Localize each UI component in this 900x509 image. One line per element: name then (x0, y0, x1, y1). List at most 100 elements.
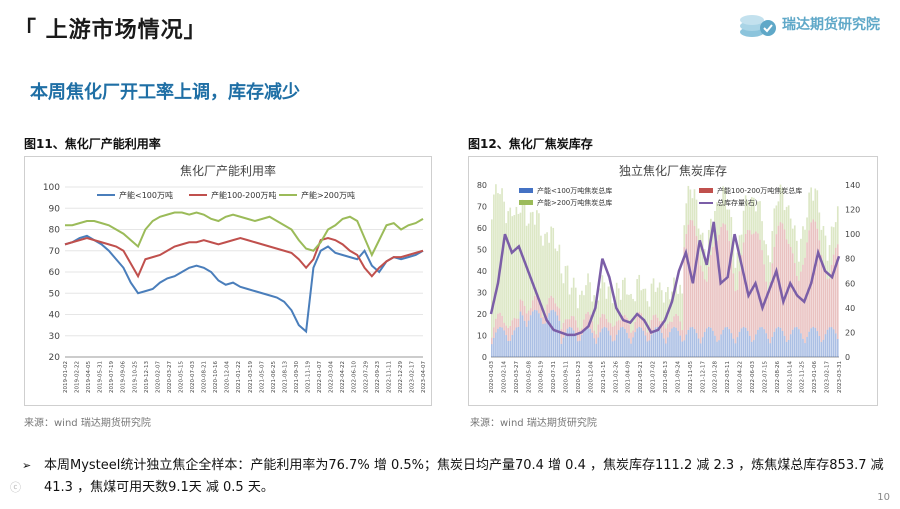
bar-small (763, 329, 765, 357)
bar-small (628, 338, 630, 357)
bar-mid (509, 326, 512, 341)
bar-mid (558, 308, 561, 321)
bar-large (769, 262, 772, 282)
bar-mid (501, 315, 503, 328)
x-tick-label: 2020-12-04 (588, 361, 594, 393)
bar-small (533, 309, 536, 357)
bar-mid (710, 255, 712, 328)
x-tick-label: 2021-09-30 (294, 361, 300, 393)
bar-small (523, 320, 526, 357)
bar-small (771, 337, 774, 357)
summary: ➢ 本周Mysteel统计独立焦企全样本：产能利用率为76.7% 增 0.5%；… (22, 455, 892, 499)
bar-large (648, 306, 651, 328)
bar-large (638, 274, 641, 312)
x-tick-label: 2019-12-13 (144, 361, 150, 393)
bar-small (781, 330, 784, 357)
bar-mid (714, 242, 716, 336)
bar-small (685, 334, 688, 357)
bar-mid (705, 281, 708, 329)
bar-mid (757, 233, 759, 330)
bar-large (550, 226, 553, 296)
bar-small (493, 337, 495, 357)
bar-small (808, 331, 810, 357)
bar-small (660, 332, 663, 357)
bar-large (632, 298, 634, 331)
bar-mid (824, 270, 827, 335)
bar-small (830, 327, 833, 357)
bar-large (626, 294, 628, 318)
bar-mid (800, 271, 802, 334)
bar-mid (607, 322, 610, 331)
bar-small (810, 328, 812, 357)
bar-small (734, 343, 737, 357)
bar-large (734, 267, 737, 292)
x-tick-label: 2020-02-07 (155, 361, 161, 393)
bar-small (558, 320, 561, 357)
bar-mid (585, 313, 587, 328)
bar-mid (650, 319, 653, 335)
bar-small (767, 338, 769, 357)
bar-mid (605, 318, 608, 328)
x-tick-label: 2019-05-31 (98, 361, 104, 393)
bar-small (536, 310, 538, 357)
x-tick-label: 2019-04-05 (86, 361, 92, 393)
bar-large (808, 192, 810, 231)
bar-small (683, 340, 686, 357)
bar-small (638, 326, 641, 357)
bar-large (812, 200, 815, 220)
bar-small (675, 327, 677, 357)
bar-small (773, 331, 776, 357)
bar-mid (673, 316, 675, 327)
bar-large (624, 277, 626, 315)
bar-small (703, 331, 706, 357)
bar-mid (769, 281, 772, 344)
x-tick-label: 2021-05-21 (638, 361, 644, 393)
bar-mid (499, 312, 501, 327)
bar-mid (507, 328, 510, 341)
bar-large (656, 287, 659, 318)
bar-large (531, 211, 534, 301)
bar-mid (654, 314, 657, 328)
bar-small (736, 337, 739, 357)
bar-large (693, 189, 696, 226)
bar-mid (568, 319, 571, 327)
bar-small (501, 327, 503, 357)
bar-large (548, 242, 550, 299)
x-tick-label: 2019-02-22 (75, 361, 81, 393)
bar-small (804, 343, 806, 357)
bar-large (507, 211, 510, 329)
bar-mid (685, 233, 688, 335)
bar-mid (603, 314, 606, 327)
y-right-tick-label: 80 (845, 255, 855, 264)
bar-mid (740, 255, 743, 329)
x-tick-label: 2022-06-03 (750, 361, 756, 393)
bar-small (550, 310, 553, 357)
x-tick-label: 2023-01-06 (812, 361, 818, 393)
bar-mid (560, 329, 563, 344)
y-tick-label: 90 (49, 204, 61, 214)
x-tick-label: 2022-06-10 (352, 361, 358, 393)
total-inventory-line (489, 221, 841, 337)
bar-small (568, 326, 571, 357)
bar-mid (525, 313, 528, 327)
bar-small (654, 327, 657, 357)
bar-large (781, 188, 784, 224)
x-tick-label: 2020-07-03 (190, 361, 196, 393)
y-tick-label: 80 (49, 226, 61, 236)
bar-large (806, 217, 808, 243)
bar-large (775, 205, 778, 235)
x-tick-label: 2020-01-03 (489, 361, 495, 393)
bar-large (660, 290, 663, 322)
bar-large (755, 211, 757, 232)
bar-large (540, 235, 542, 307)
bar-large (552, 227, 555, 298)
chart-panel-capacity: 图11、焦化厂产能利用率 焦化厂产能利用率 20 30 40 50 60 70 80 90 100… (24, 135, 432, 406)
bar-small (572, 330, 575, 357)
bar-large (566, 265, 569, 320)
chart-caption: 图12、焦化厂焦炭库存 (468, 137, 593, 151)
x-tick-label: 2021-08-13 (663, 361, 669, 393)
bar-mid (619, 320, 622, 328)
bar-small (587, 327, 589, 357)
bar-small (529, 315, 532, 357)
bar-small (759, 327, 761, 357)
